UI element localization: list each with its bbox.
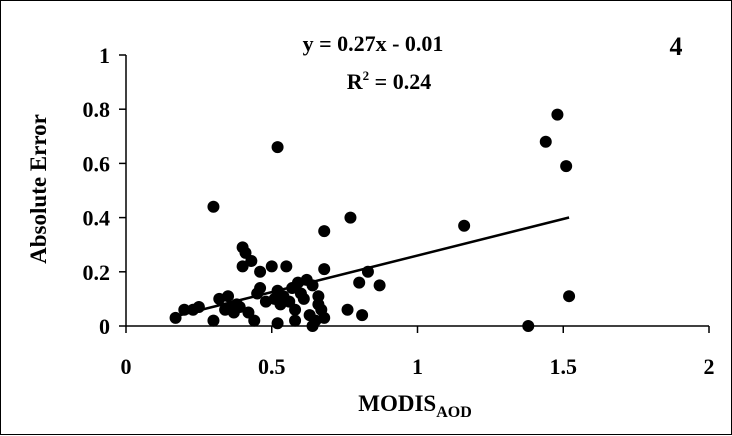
x-axis-label-subscript: AOD xyxy=(436,404,472,421)
data-point xyxy=(245,254,258,267)
data-point xyxy=(289,314,302,327)
data-point xyxy=(271,317,284,330)
data-point xyxy=(522,320,535,332)
y-tick-label: 0.6 xyxy=(83,151,111,176)
x-tick-label: 0 xyxy=(121,354,132,379)
r-squared-prefix: R xyxy=(347,69,364,94)
x-tick-label: 2 xyxy=(704,354,715,379)
data-point xyxy=(289,303,302,316)
r-squared-label: R2 = 0.24 xyxy=(347,68,431,94)
data-point xyxy=(169,311,182,324)
axes: 0 0.5 1 1.5 2 0 0.2 0.4 0.6 0.8 1 xyxy=(83,43,715,379)
x-axis-label-main: MODIS xyxy=(358,391,436,416)
data-point xyxy=(341,303,354,316)
y-tick-label: 0.2 xyxy=(83,260,111,285)
x-axis-label: MODISAOD xyxy=(358,391,472,421)
data-point xyxy=(248,314,261,327)
trendline xyxy=(175,216,570,318)
data-point xyxy=(207,200,220,213)
data-point xyxy=(560,160,573,173)
data-point xyxy=(280,260,293,273)
y-tick-label: 0.8 xyxy=(83,97,111,122)
data-point xyxy=(265,260,278,273)
data-point xyxy=(373,279,386,292)
trendline-layer xyxy=(175,216,570,318)
r-squared-value: = 0.24 xyxy=(369,69,431,94)
data-point xyxy=(563,290,576,303)
y-tick-label: 1 xyxy=(99,43,110,68)
data-points xyxy=(169,108,576,332)
data-point xyxy=(551,108,564,121)
data-point xyxy=(254,265,267,278)
data-point xyxy=(222,290,235,303)
data-point xyxy=(207,314,220,327)
data-point xyxy=(318,311,331,324)
data-point xyxy=(233,301,246,314)
y-tick-label: 0 xyxy=(99,314,110,339)
data-point xyxy=(271,141,284,154)
r-squared-exponent: 2 xyxy=(363,68,370,83)
data-point xyxy=(539,135,552,148)
trendline-equation: y = 0.27x - 0.01 xyxy=(303,31,444,56)
panel-label: 4 xyxy=(670,32,683,61)
data-point xyxy=(318,263,331,276)
x-tick-label: 0.5 xyxy=(258,354,286,379)
data-point xyxy=(356,309,369,322)
x-tick-label: 1 xyxy=(412,354,423,379)
y-axis-label: Absolute Error xyxy=(26,114,51,264)
data-point xyxy=(254,282,267,295)
data-point xyxy=(236,260,249,273)
y-tick-label: 0.4 xyxy=(83,206,111,231)
data-point xyxy=(318,225,331,238)
data-point xyxy=(353,276,366,289)
x-tick-label: 1.5 xyxy=(550,354,578,379)
data-point xyxy=(344,211,357,224)
data-point xyxy=(297,292,310,305)
data-point xyxy=(458,219,471,232)
